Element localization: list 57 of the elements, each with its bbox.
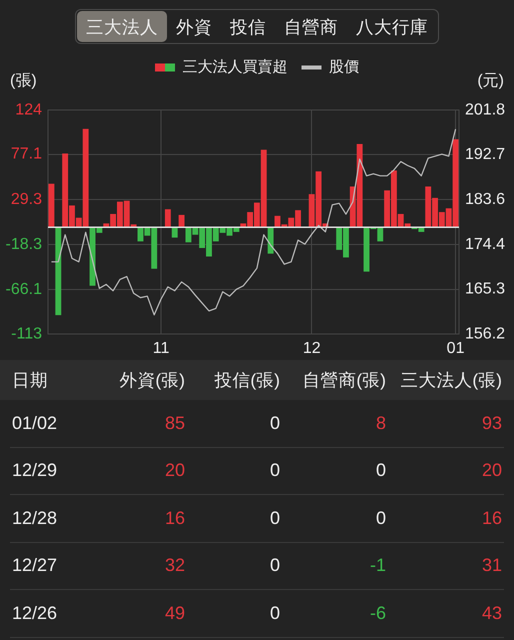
data-label: 0 [376,460,386,480]
y-tick-label: -18.3 [6,236,42,253]
y2-axis-title: (元) [477,72,504,90]
legend-label: 股價 [329,58,359,76]
tab[interactable]: 自營商 [275,11,347,42]
data-label: 49 [164,602,185,623]
data-label: 0 [270,508,280,528]
x-tick-label: 01 [446,340,465,358]
text: 外資(張) [119,370,185,390]
data-label: 0 [376,508,386,528]
data-label: 20 [482,460,502,480]
y2-tick-label: 174.4 [465,236,506,254]
y-tick-label: 77.1 [10,146,42,163]
x-tick-label: 11 [152,340,170,358]
data-label: -1 [370,555,386,576]
y-tick-label: -113 [11,325,42,342]
legend-label: 三大法人買賣超 [182,58,288,76]
y-tick-label: 124 [15,101,42,118]
data-label: 0 [270,412,280,433]
y-tick-label: 29.3 [10,190,42,208]
data-label: 16 [482,508,502,528]
data-label: 85 [164,412,185,433]
category-label: 12/29 [12,460,58,480]
text: 自營商(張) [302,370,386,390]
bar [48,184,54,228]
data-label: 32 [164,555,185,576]
tab[interactable]: 八大行庫 [347,11,437,42]
category-label: 01/02 [12,412,58,433]
tab[interactable]: 投信 [221,11,275,42]
data-label: 43 [482,602,502,623]
y2-tick-label: 183.6 [465,190,506,208]
data-label: 0 [270,555,280,576]
y2-tick-label: 192.7 [465,146,506,164]
y-axis-title: (張) [10,72,37,90]
data-label: 31 [482,555,502,576]
data-label: -6 [370,602,386,623]
data-label: 0 [270,602,280,623]
bar [164,209,171,228]
tab[interactable]: 外資 [167,11,221,42]
data-label: 20 [164,460,185,480]
y2-tick-label: 165.3 [465,280,506,298]
category-label: 12/26 [12,602,58,623]
text: 日期 [12,370,48,390]
data-label: 93 [482,412,502,433]
y-tick-label: -66.1 [6,281,42,298]
data-label: 0 [270,460,280,480]
y2-tick-label: 156.2 [465,325,506,342]
text: 三大法人(張) [400,370,502,390]
x-tick-label: 12 [302,340,321,358]
data-label: 16 [164,508,185,528]
data-label: 8 [376,412,386,433]
y2-tick-label: 201.8 [465,101,506,118]
category-label: 12/28 [12,508,58,528]
category-label: 12/27 [12,555,58,576]
bar [178,214,185,228]
tab[interactable]: 三大法人 [77,11,167,42]
text: 投信(張) [214,370,280,390]
